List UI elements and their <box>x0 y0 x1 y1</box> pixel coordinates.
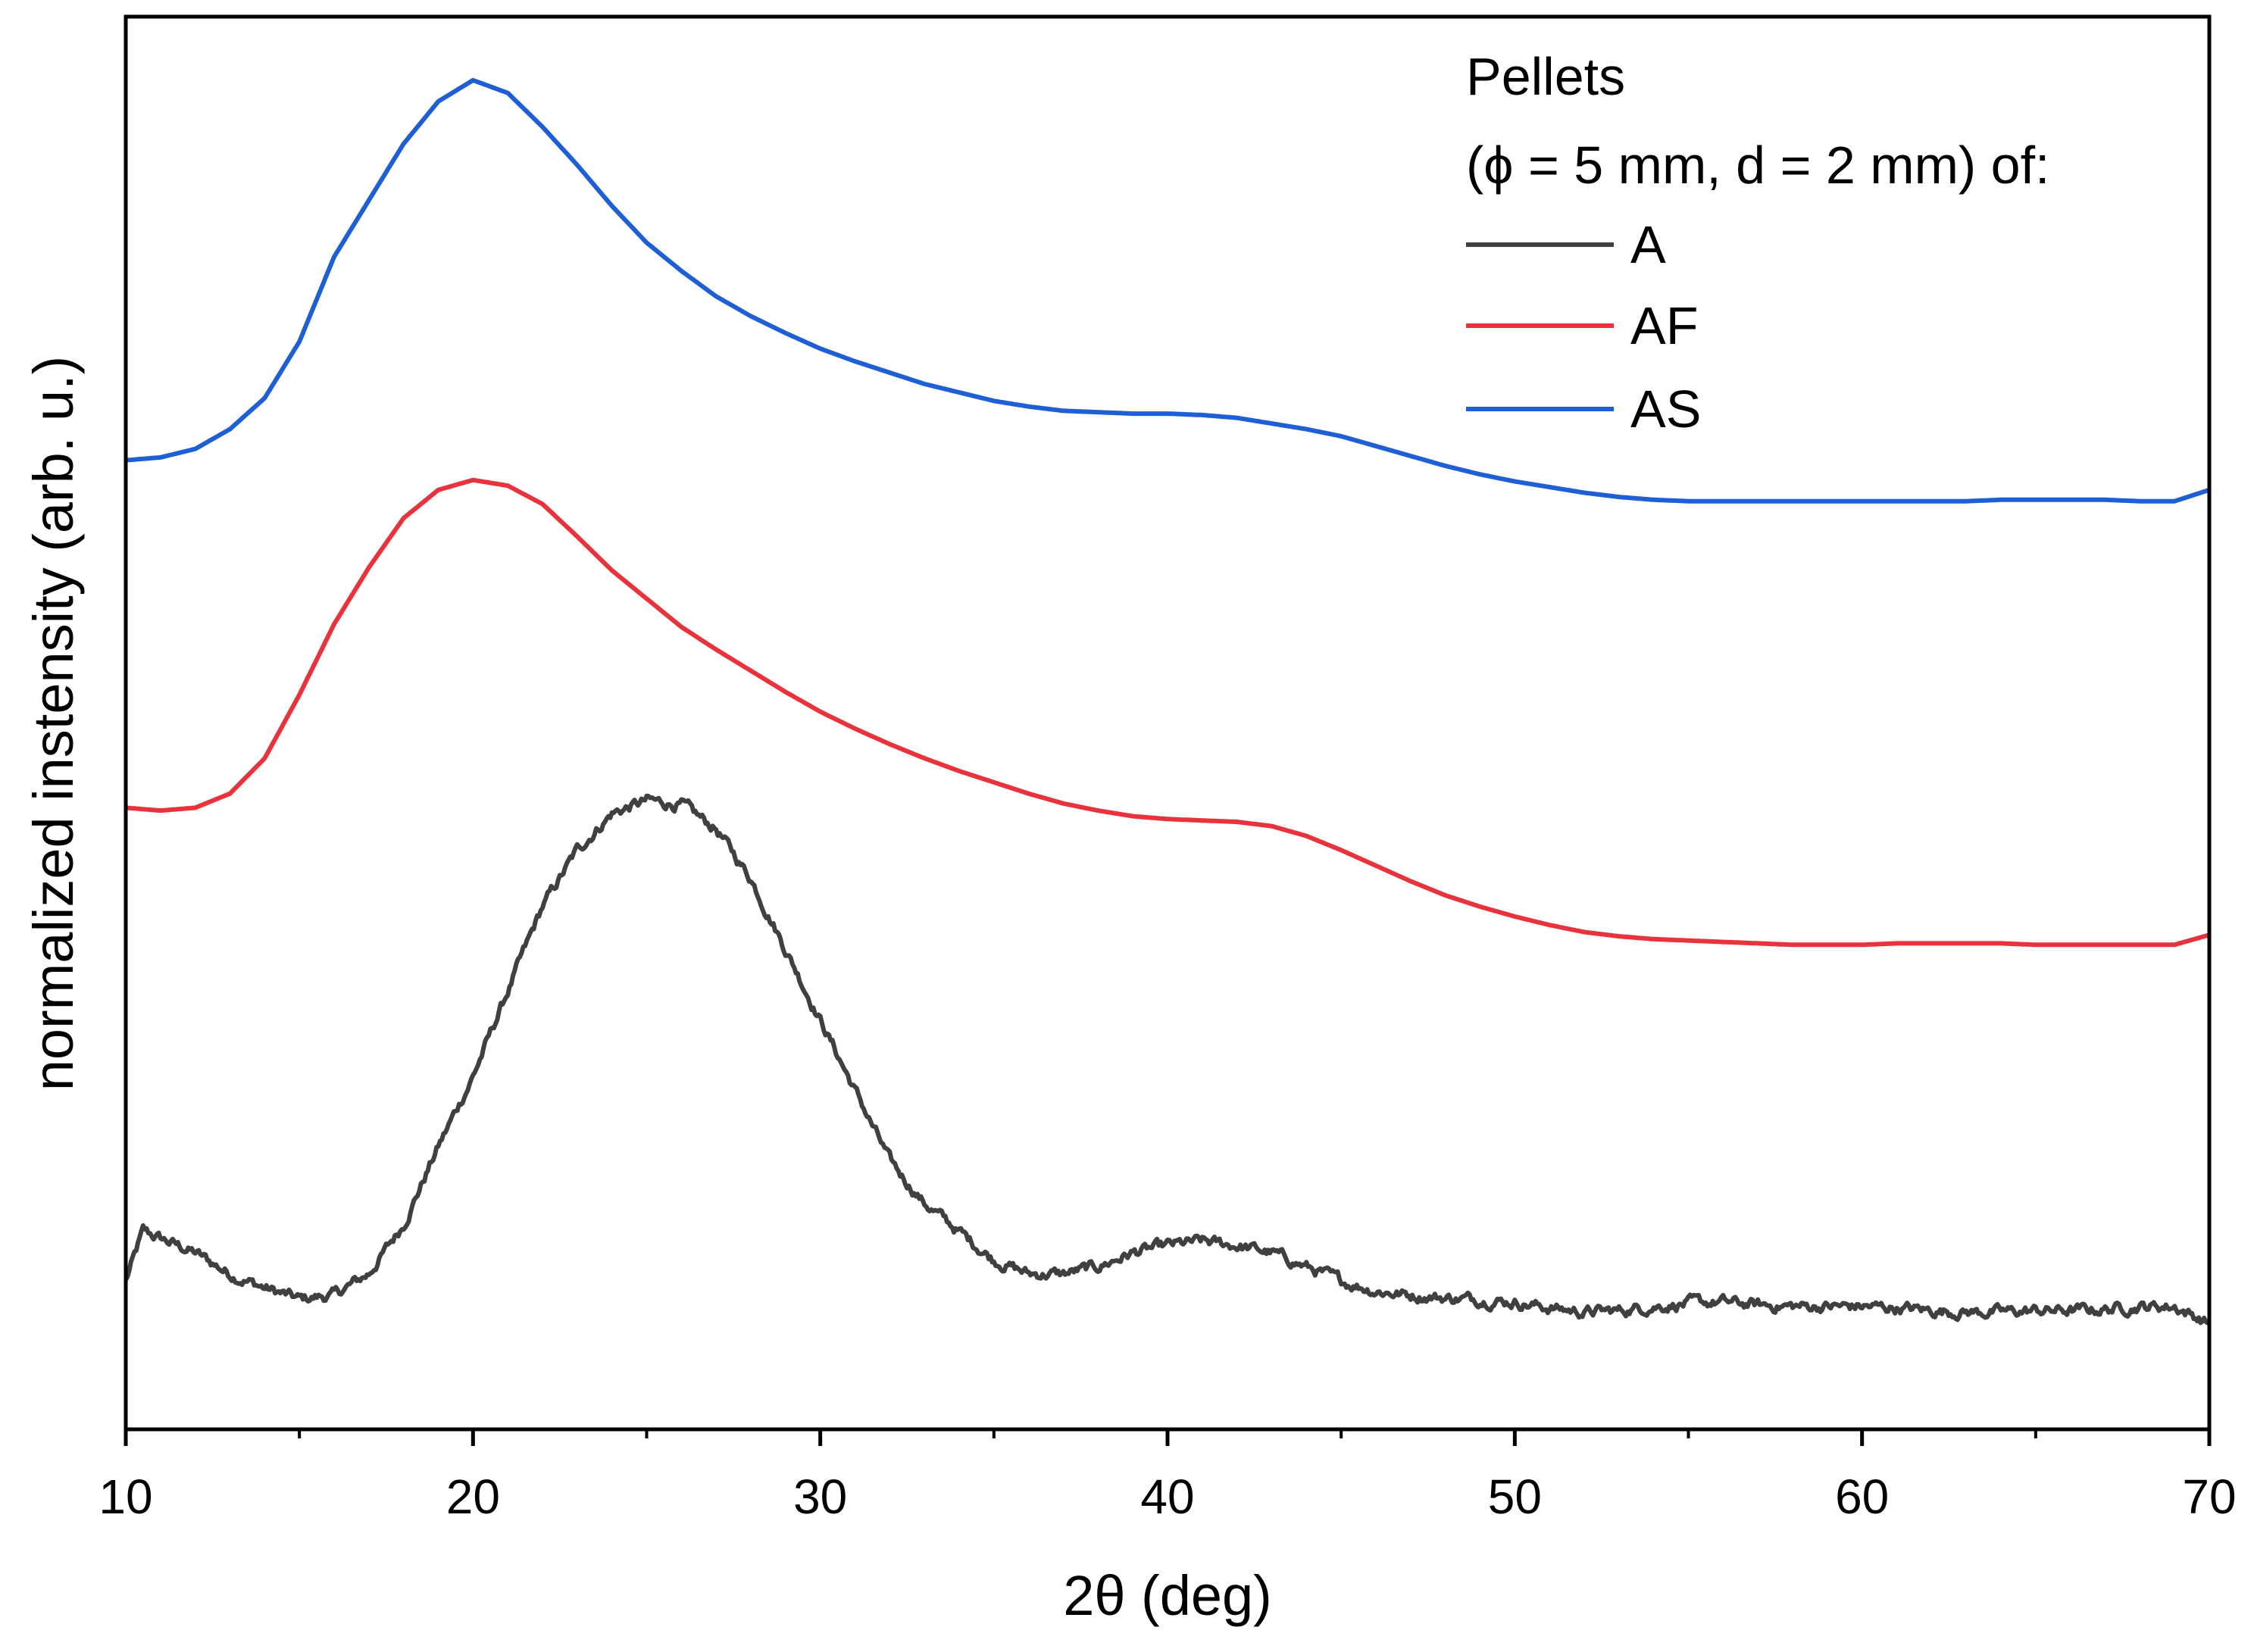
y-axis-title: normalized instensity (arb. u.) <box>22 356 85 1091</box>
series-line-as <box>125 77 2210 504</box>
series-layer <box>123 77 2210 1326</box>
legend-title-line-2: (ϕ = 5 mm, d = 2 mm) of: <box>1466 136 2049 195</box>
x-tick-label: 10 <box>98 1469 152 1524</box>
x-tick-label: 30 <box>793 1469 847 1524</box>
x-axis-ticks: 10 20 30 40 50 60 70 <box>98 1429 2237 1524</box>
x-tick-label: 20 <box>446 1469 500 1524</box>
legend-title-line-1: Pellets <box>1466 47 1625 106</box>
x-tick-label: 40 <box>1140 1469 1194 1524</box>
x-tick-label: 60 <box>1835 1469 1889 1524</box>
series-line-a <box>123 793 2210 1326</box>
legend-label-a: A <box>1630 215 1666 274</box>
legend-label-af: AF <box>1630 296 1698 355</box>
x-tick-label: 70 <box>2182 1469 2236 1524</box>
legend-label-as: AS <box>1630 379 1701 439</box>
legend: Pellets (ϕ = 5 mm, d = 2 mm) of: A AF AS <box>1466 47 2049 439</box>
x-tick-label: 50 <box>1488 1469 1542 1524</box>
series-line-af <box>125 477 2210 948</box>
x-axis-title: 2θ (deg) <box>1063 1564 1272 1627</box>
